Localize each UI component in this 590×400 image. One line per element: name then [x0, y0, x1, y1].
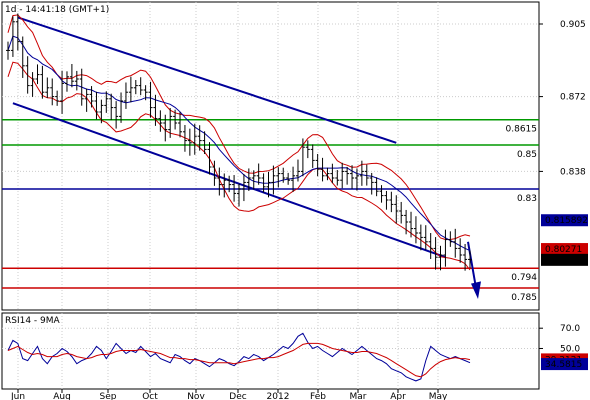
rsi-y-tick-label: 50.0 — [560, 344, 580, 354]
bollinger-upper — [7, 14, 471, 240]
x-tick-label: Sep — [100, 392, 117, 400]
price-panel-frame — [1, 1, 540, 311]
y-tick-label: 0.872 — [560, 93, 586, 103]
price-badge-label: 0.80271 — [545, 245, 582, 255]
x-tick-label: Apr — [390, 392, 406, 400]
moving-average-line — [7, 35, 471, 252]
y-tick-label: 0.838 — [560, 167, 586, 177]
level-label: 0.785 — [511, 293, 537, 303]
x-tick-label: 2012 — [267, 392, 290, 400]
price-badge — [541, 214, 588, 227]
channel-line — [17, 16, 397, 144]
x-tick-label: Nov — [187, 392, 205, 400]
bollinger-lower — [7, 61, 471, 271]
x-tick-label: Feb — [310, 392, 326, 400]
bollinger-bands — [7, 14, 481, 299]
chart-title: 1d - 14:41:18 (GMT+1) — [5, 5, 109, 15]
trend-arrow-head — [471, 281, 481, 299]
x-tick-label: Mar — [350, 392, 367, 400]
rsi-badge — [541, 358, 588, 371]
x-axis-ticks: Jun Aug Sep Oct Nov Dec 2012 Feb Mar Apr May — [10, 389, 448, 400]
price-badge — [541, 253, 588, 266]
x-tick-label: Oct — [142, 392, 158, 400]
x-tick-label: Jun — [10, 392, 25, 400]
rsi-y-tick-label: 70.0 — [560, 324, 580, 334]
y-tick-label: 0.905 — [560, 20, 586, 30]
level-label: 0.794 — [511, 273, 537, 283]
rsi-panel-frame — [1, 312, 540, 390]
rsi-series-line — [7, 332, 471, 382]
level-label: 0.83 — [517, 194, 537, 204]
rsi-grid: 70.0 50.0 — [2, 313, 580, 389]
price-badge-label: 0.815892 — [545, 216, 588, 226]
price-bars — [6, 13, 472, 271]
price-badge-label: 0.7978 — [545, 256, 577, 266]
rsi-lines — [7, 332, 471, 382]
x-tick-label: May — [429, 392, 448, 400]
rsi-title: RSI14 - 9MA — [5, 316, 61, 326]
price-badge — [541, 243, 588, 256]
x-tick-label: Aug — [53, 392, 71, 400]
level-label: 0.85 — [517, 150, 537, 160]
x-tick-label: Dec — [229, 392, 246, 400]
rsi-badge-label: 34.5815 — [545, 360, 582, 370]
rsi-series-line — [7, 342, 471, 378]
level-label: 0.8615 — [506, 125, 538, 135]
y-axis-ticks: 0.905 0.872 0.838 — [539, 20, 586, 177]
trend-arrow-line — [467, 241, 477, 289]
horizontal-levels: 0.8615 0.85 0.83 0.794 0.785 — [2, 118, 539, 303]
